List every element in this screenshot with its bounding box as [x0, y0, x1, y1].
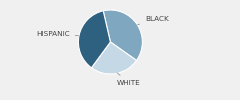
Wedge shape	[103, 10, 142, 60]
Wedge shape	[78, 11, 110, 68]
Text: HISPANIC: HISPANIC	[36, 31, 79, 37]
Text: BLACK: BLACK	[138, 16, 169, 25]
Wedge shape	[91, 42, 137, 74]
Text: WHITE: WHITE	[117, 73, 141, 86]
